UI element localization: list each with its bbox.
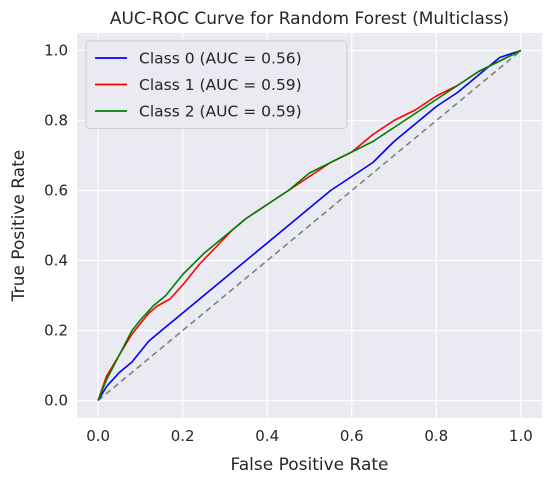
y-tick-label: 0.2 [44, 322, 68, 340]
x-tick-label: 0.0 [86, 427, 110, 445]
roc-curve-class-0 [97, 49, 522, 401]
x-axis-label: False Positive Rate [231, 455, 389, 475]
legend-box [85, 40, 348, 129]
y-tick-label: 0.0 [44, 392, 68, 410]
roc-curve-class-2 [97, 49, 522, 401]
x-tick-label: 1.0 [509, 427, 533, 445]
x-tick-label: 0.6 [340, 427, 364, 445]
series-lines [97, 49, 522, 402]
y-tick-label: 0.8 [44, 112, 68, 130]
legend-label: Class 1 (AUC = 0.59) [139, 76, 302, 94]
chart-title: AUC-ROC Curve for Random Forest (Multicl… [110, 9, 509, 29]
y-tick-label: 0.6 [44, 182, 68, 200]
y-tick-label: 0.4 [44, 252, 68, 270]
y-tick-labels: 0.0 0.2 0.4 0.6 0.8 1.0 [44, 42, 68, 410]
x-tick-label: 0.4 [255, 427, 279, 445]
x-tick-label: 0.8 [424, 427, 448, 445]
legend-label: Class 2 (AUC = 0.59) [139, 103, 302, 121]
x-tick-labels: 0.0 0.2 0.4 0.6 0.8 1.0 [86, 427, 533, 445]
x-tick-label: 0.2 [171, 427, 195, 445]
y-axis-label: True Positive Rate [9, 150, 29, 302]
y-tick-label: 1.0 [44, 42, 68, 60]
diagonal-reference-line [97, 49, 522, 402]
legend-label: Class 0 (AUC = 0.56) [139, 50, 302, 68]
legend: Class 0 (AUC = 0.56) Class 1 (AUC = 0.59)… [85, 40, 348, 129]
